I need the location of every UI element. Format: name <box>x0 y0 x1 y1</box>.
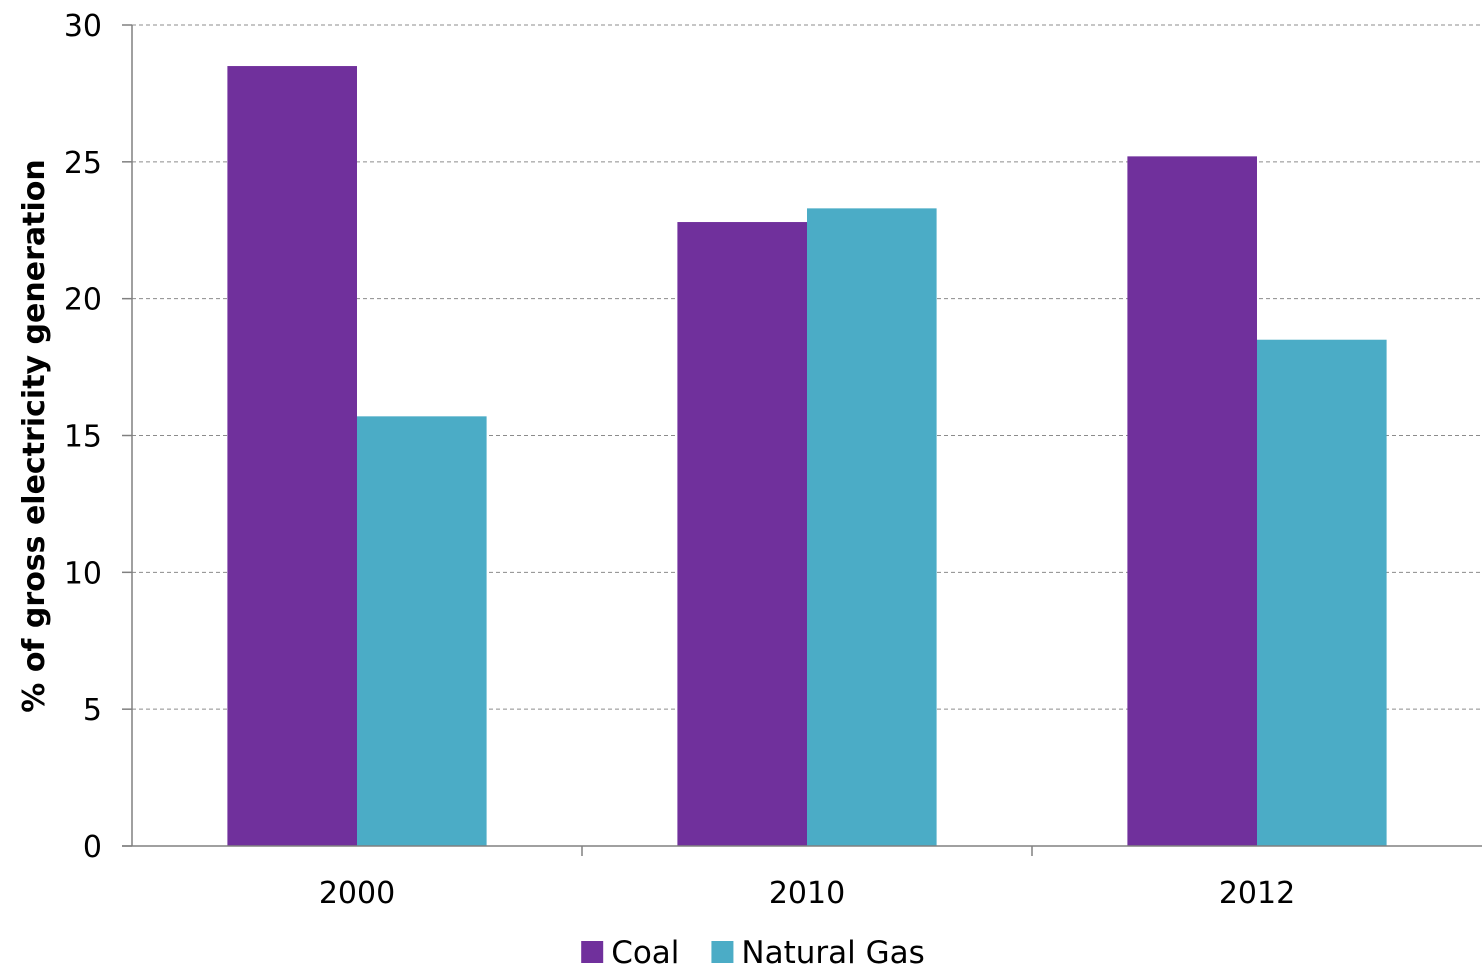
x-tick-label: 2010 <box>769 876 845 911</box>
x-tick-labels: 2000 2010 2012 <box>319 876 1295 911</box>
y-tick-label: 0 <box>83 830 102 865</box>
legend-item-natural-gas: Natural Gas <box>711 935 925 969</box>
axes <box>122 25 1482 847</box>
x-tick-label: 2012 <box>1219 876 1295 911</box>
bar-natural-gas-2010 <box>807 208 937 846</box>
bars <box>227 66 1387 847</box>
y-tick-label: 15 <box>64 420 102 455</box>
legend: Coal Natural Gas <box>581 935 925 969</box>
bar-coal-2010 <box>677 222 807 847</box>
bar-natural-gas-2012 <box>1257 339 1387 846</box>
y-tick-label: 20 <box>64 283 102 318</box>
bar-coal-2000 <box>227 66 357 847</box>
legend-label: Coal <box>611 935 679 969</box>
legend-swatch <box>711 941 734 963</box>
legend-item-coal: Coal <box>581 935 679 969</box>
bar-coal-2012 <box>1127 156 1257 847</box>
y-tick-label: 5 <box>83 693 102 728</box>
y-tick-label: 10 <box>64 556 102 591</box>
bar-natural-gas-2000 <box>357 416 487 846</box>
x-tick-label: 2000 <box>319 876 395 911</box>
y-axis-label: % of gross electricity generation <box>17 159 52 712</box>
y-tick-label: 30 <box>64 9 102 44</box>
y-tick-labels: 0 5 10 15 20 25 30 <box>64 9 102 865</box>
y-tick-label: 25 <box>64 146 102 181</box>
legend-swatch <box>581 941 604 963</box>
legend-label: Natural Gas <box>741 935 924 969</box>
